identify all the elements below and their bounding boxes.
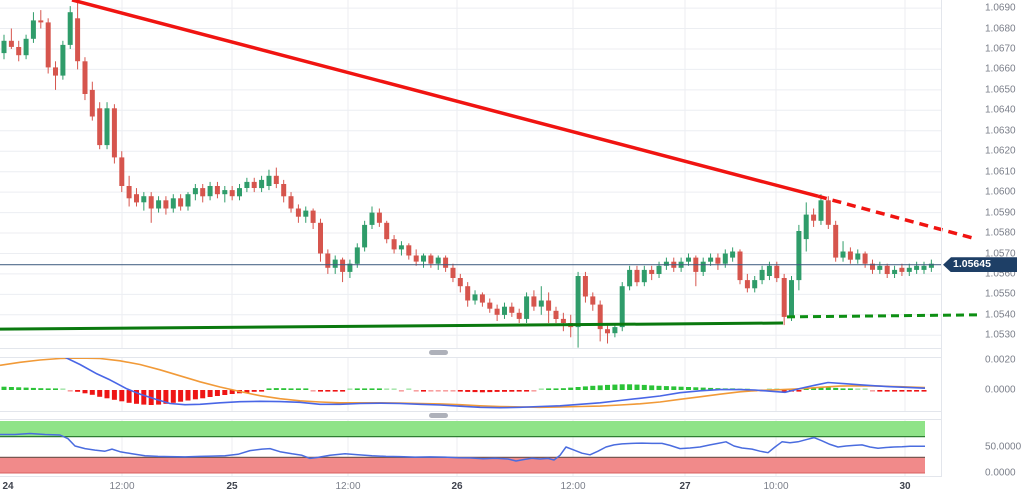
time-axis-label: 25 — [226, 481, 238, 491]
price-axis-label: 1.0560 — [985, 268, 1016, 280]
pane-resize-handle-rsi[interactable] — [429, 413, 448, 418]
price-axis-label: 1.0620 — [985, 145, 1016, 157]
macd-axis-label: 0.0000 — [985, 384, 1016, 396]
current-price-badge: 1.05645 — [943, 257, 1017, 273]
price-axis-label: 1.0530 — [985, 329, 1016, 341]
price-axis-label: 1.0630 — [985, 125, 1016, 137]
price-axis-label: 1.0690 — [985, 2, 1016, 14]
price-axis-label: 1.0680 — [985, 23, 1016, 35]
price-axis-label: 1.0660 — [985, 63, 1016, 75]
time-axis-label: 26 — [451, 481, 463, 491]
price-axis-label: 1.0670 — [985, 43, 1016, 55]
price-axis-label: 1.0640 — [985, 104, 1016, 116]
price-axis-label: 1.0580 — [985, 227, 1016, 239]
time-axis-label: 27 — [679, 481, 691, 491]
price-axis-label: 1.0610 — [985, 166, 1016, 178]
price-axis-label: 1.0550 — [985, 288, 1016, 300]
price-axis-label: 1.0570 — [985, 248, 1016, 259]
rsi-axis-label: 50.0000 — [985, 441, 1022, 453]
price-axis-label: 1.0540 — [985, 309, 1016, 321]
macd-axis-label: 0.0020 — [985, 354, 1016, 366]
time-axis-label: 10:00 — [763, 481, 789, 491]
time-axis-label: 12:00 — [560, 481, 586, 491]
time-axis-label: 24 — [2, 481, 14, 491]
price-axis-label: 1.0590 — [985, 207, 1016, 219]
price-axis-label: 1.0650 — [985, 84, 1016, 96]
pane-resize-handle-macd[interactable] — [429, 350, 448, 355]
rsi-axis-label: 0.0000 — [985, 467, 1016, 479]
time-axis-label: 12:00 — [109, 481, 135, 491]
price-axis-label: 1.0600 — [985, 186, 1016, 198]
current-price-label: 1.05645 — [953, 258, 991, 271]
time-axis-label: 30 — [899, 481, 911, 491]
time-axis-label: 12:00 — [335, 481, 361, 491]
